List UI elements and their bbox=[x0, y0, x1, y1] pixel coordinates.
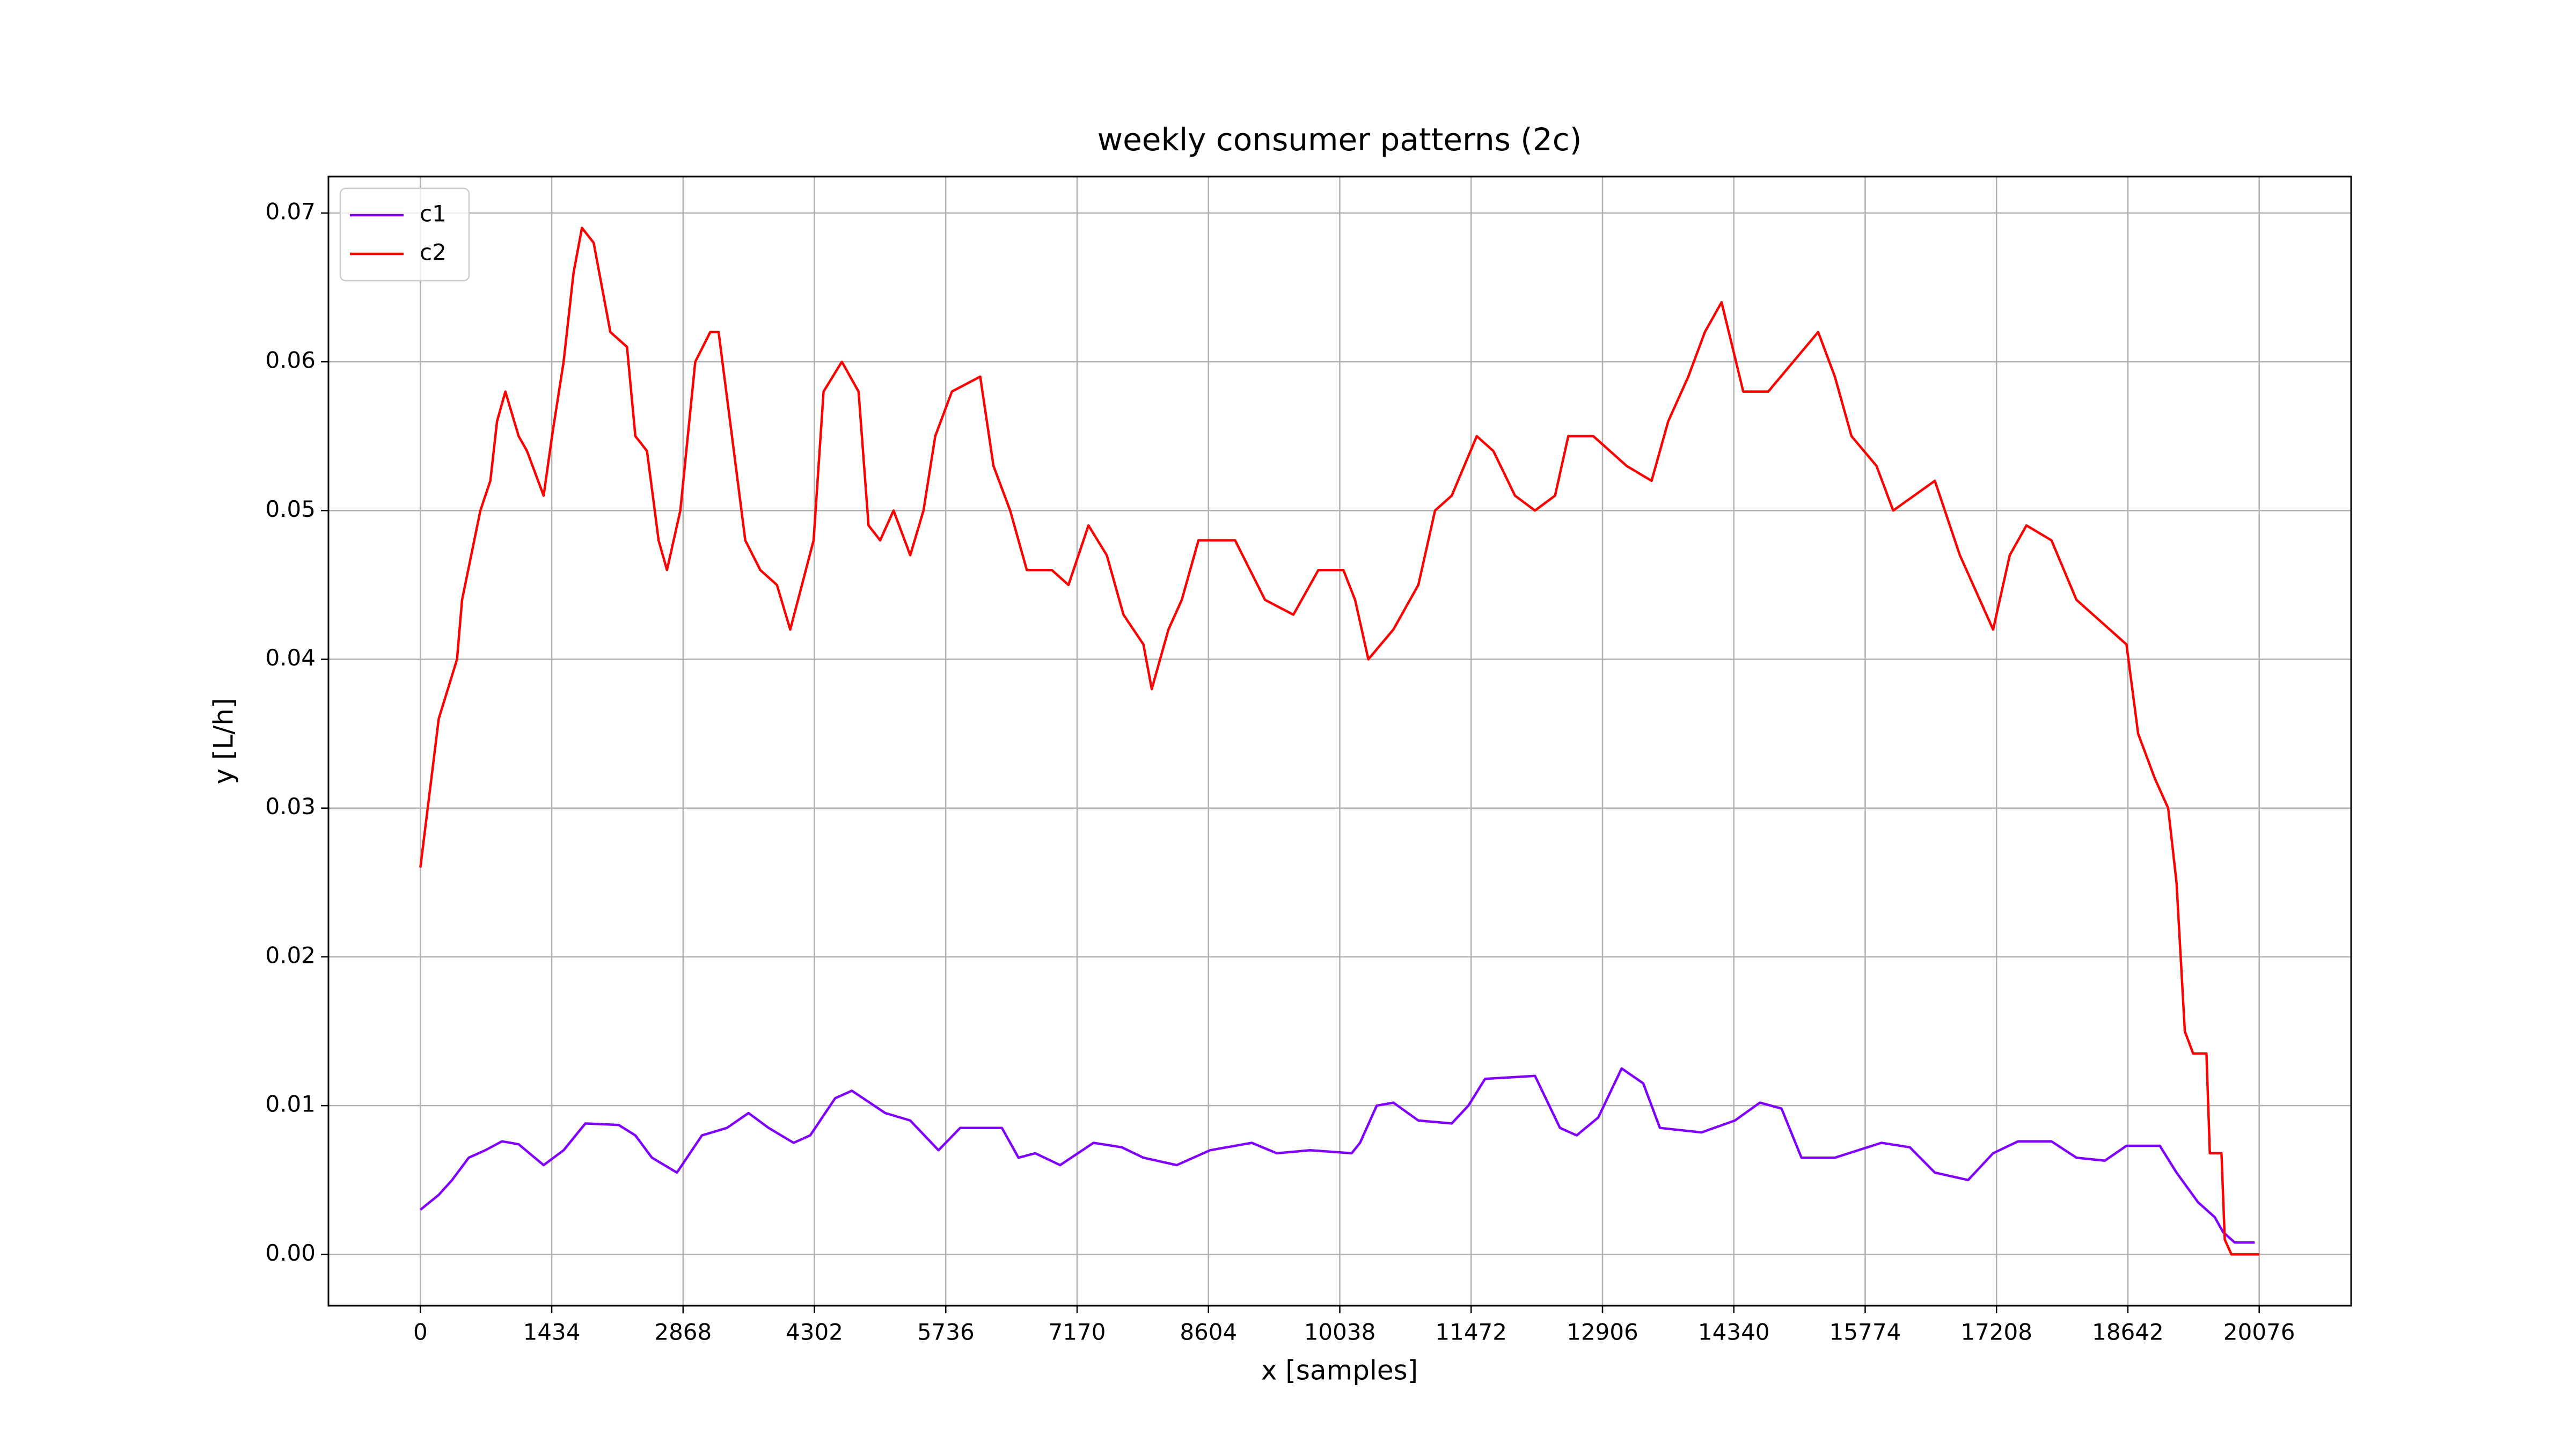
y-axis-label: y [L/h] bbox=[208, 698, 239, 785]
x-tick-label: 7170 bbox=[1049, 1319, 1106, 1345]
x-tick-label: 4302 bbox=[786, 1319, 843, 1345]
x-tick-label: 2868 bbox=[654, 1319, 712, 1345]
x-tick-label: 17208 bbox=[1960, 1319, 2032, 1345]
y-tick-label: 0.07 bbox=[265, 198, 316, 224]
y-tick-label: 0.00 bbox=[265, 1240, 316, 1266]
y-tick-label: 0.05 bbox=[265, 496, 316, 522]
x-tick-label: 10038 bbox=[1304, 1319, 1376, 1345]
x-tick-label: 14340 bbox=[1698, 1319, 1770, 1345]
legend-label: c2 bbox=[420, 239, 447, 266]
y-tick-label: 0.06 bbox=[265, 347, 316, 374]
legend-box bbox=[339, 187, 470, 282]
x-tick-label: 0 bbox=[413, 1319, 428, 1345]
x-tick-label: 12906 bbox=[1567, 1319, 1638, 1345]
y-tick-label: 0.01 bbox=[265, 1091, 316, 1117]
x-tick-label: 18642 bbox=[2092, 1319, 2164, 1345]
legend-label: c1 bbox=[420, 201, 447, 227]
series-line bbox=[419, 226, 2259, 1256]
x-tick-label: 5736 bbox=[917, 1319, 975, 1345]
x-tick-label: 1434 bbox=[523, 1319, 581, 1345]
grid bbox=[328, 177, 2351, 1306]
x-tick-label: 8604 bbox=[1180, 1319, 1237, 1345]
x-axis-label: x [samples] bbox=[1261, 1355, 1418, 1386]
x-tick-label: 20076 bbox=[2223, 1319, 2295, 1345]
x-tick-label: 11472 bbox=[1435, 1319, 1507, 1345]
x-tick-label: 15774 bbox=[1829, 1319, 1901, 1345]
plot-lines bbox=[419, 226, 2259, 1256]
y-tick-label: 0.02 bbox=[265, 942, 316, 968]
y-tick-label: 0.03 bbox=[265, 793, 316, 819]
ticks: 0 1434 2868 4302 5736 7170 8604 10038 11472 12906… bbox=[265, 198, 2295, 1345]
y-tick-label: 0.04 bbox=[265, 645, 316, 671]
series-line bbox=[419, 1067, 2255, 1244]
chart-title: weekly consumer patterns (2c) bbox=[1097, 121, 1582, 158]
